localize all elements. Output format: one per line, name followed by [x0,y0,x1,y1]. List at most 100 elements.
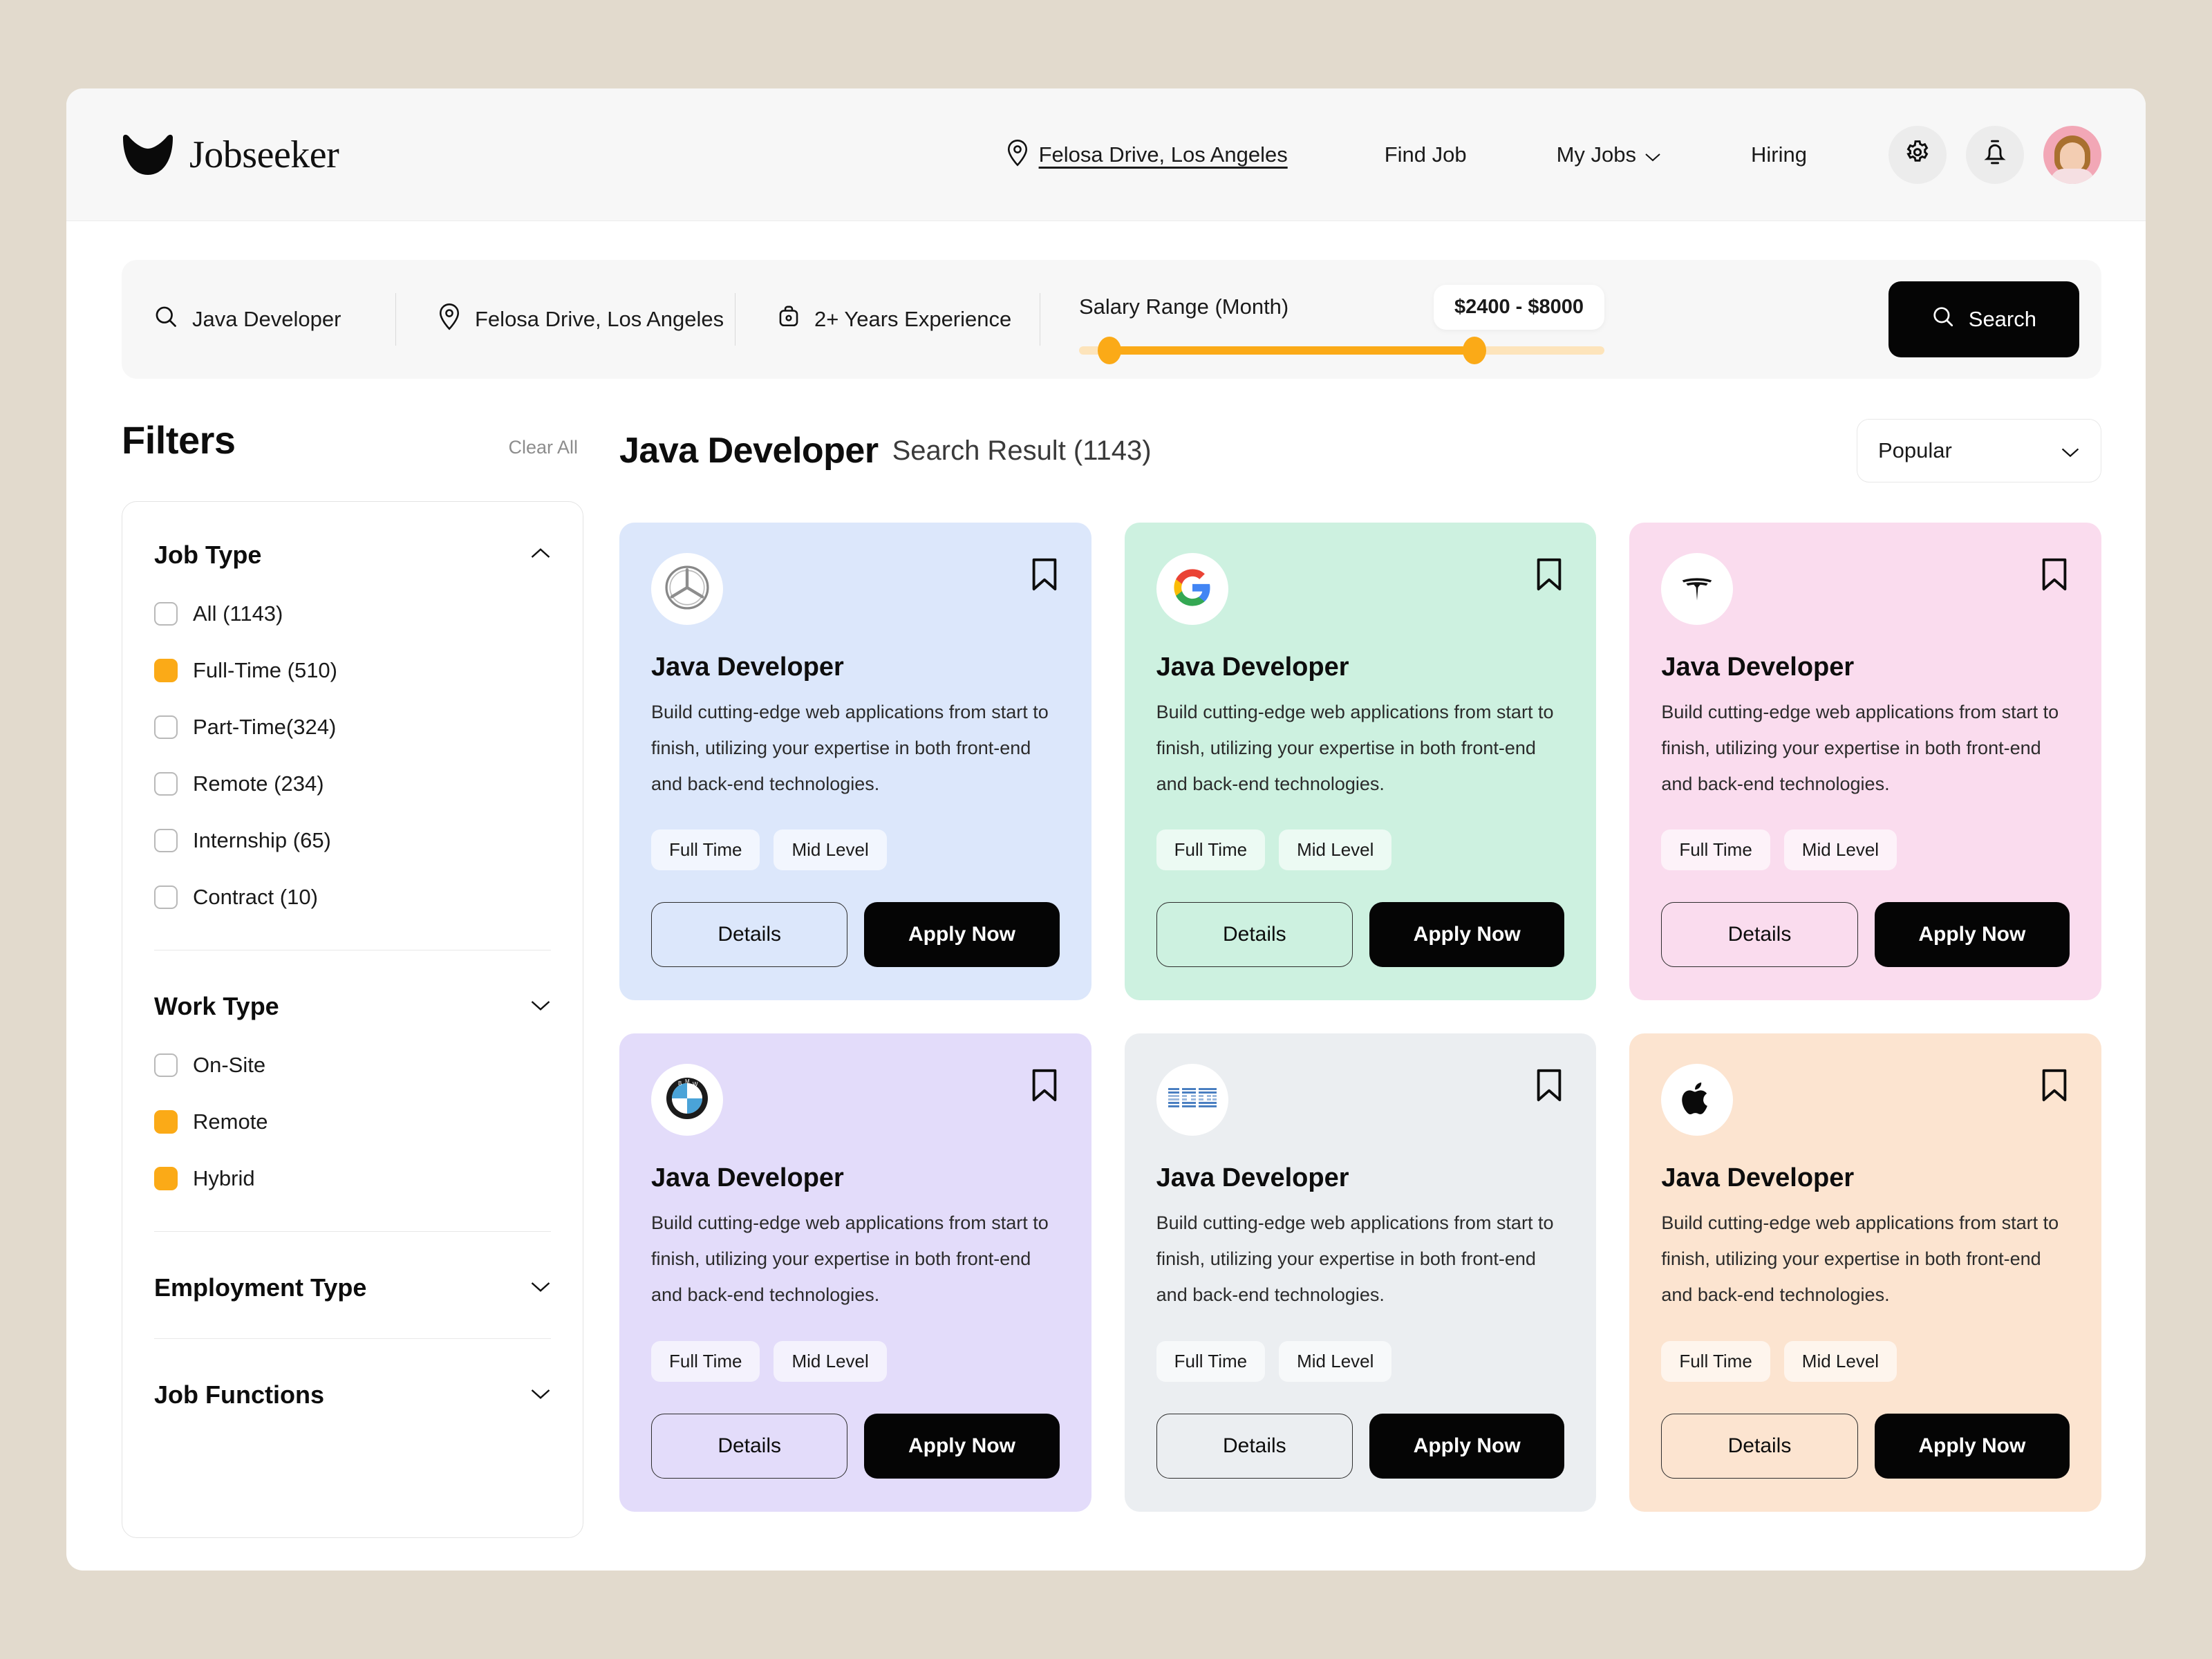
sort-dropdown[interactable]: Popular [1857,419,2101,482]
brand-name: Jobseeker [189,133,339,176]
filter-option-contract[interactable]: Contract (10) [154,885,551,910]
checkbox[interactable] [154,1053,178,1077]
filter-option-full-time[interactable]: Full-Time (510) [154,658,551,683]
checkbox[interactable] [154,885,178,909]
job-card[interactable]: B M W Java Developer [619,1033,1091,1512]
chevron-down-icon[interactable] [530,1280,551,1296]
job-card[interactable]: Java Developer Build cutting-edge web ap… [1629,1033,2101,1512]
job-card[interactable]: Java Developer Build cutting-edge web ap… [619,523,1091,1001]
search-button-label: Search [1968,307,2036,331]
salary-slider-fill [1116,346,1479,355]
filter-group-employment-type[interactable]: Employment Type [154,1265,551,1302]
apply-now-button[interactable]: Apply Now [1369,1413,1565,1479]
filter-option-internship[interactable]: Internship (65) [154,828,551,853]
job-card[interactable]: Java Developer Build cutting-edge web ap… [1629,523,2101,1001]
filter-option-remote[interactable]: Remote (234) [154,771,551,796]
bookmark-icon[interactable] [1534,557,1564,595]
search-button[interactable]: Search [1888,281,2079,357]
chevron-down-icon[interactable] [530,1387,551,1403]
company-logo [651,553,723,625]
checkbox[interactable] [154,1167,178,1190]
apply-now-button[interactable]: Apply Now [1874,1413,2070,1479]
chevron-up-icon[interactable] [530,547,551,563]
app-window: Jobseeker Felosa Drive, Los Angeles Find… [66,88,2146,1571]
checkbox[interactable] [154,659,178,682]
nav-my-jobs[interactable]: My Jobs [1557,142,1661,167]
clear-all-button[interactable]: Clear All [508,437,578,458]
avatar-body [2050,168,2094,184]
details-button[interactable]: Details [1661,902,1858,968]
salary-slider-track[interactable] [1079,336,1604,364]
header-location[interactable]: Felosa Drive, Los Angeles [1006,139,1288,170]
filter-option-work-remote[interactable]: Remote [154,1109,551,1134]
details-button[interactable]: Details [1156,902,1353,968]
job-tags: Full Time Mid Level [1156,830,1565,871]
bookmark-icon[interactable] [1534,1068,1564,1106]
gear-icon [1903,138,1932,171]
job-description: Build cutting-edge web applications from… [1661,702,2059,794]
apply-now-button[interactable]: Apply Now [1874,902,2070,968]
filter-option-part-time[interactable]: Part-Time(324) [154,715,551,740]
checkbox[interactable] [154,772,178,796]
checkbox[interactable] [154,602,178,626]
salary-range-filter[interactable]: Salary Range (Month) $2400 - $8000 [1079,284,1604,364]
filters-title: Filters [122,418,236,462]
search-experience-input[interactable]: 2+ Years Experience [777,303,1040,335]
settings-button[interactable] [1888,125,1947,184]
notifications-button[interactable] [1966,125,2024,184]
sort-dropdown-value: Popular [1878,438,1952,462]
brand-logo[interactable]: Jobseeker [122,133,339,177]
job-title: Java Developer [1156,653,1349,682]
header-location-label: Felosa Drive, Los Angeles [1038,142,1288,167]
nav-find-job[interactable]: Find Job [1385,142,1467,167]
job-tag: Full Time [1156,830,1266,871]
job-description: Build cutting-edge web applications from… [1156,1212,1554,1306]
job-description: Build cutting-edge web applications from… [1156,702,1554,794]
bookmark-icon[interactable] [1029,1068,1060,1106]
salary-slider-handle-max[interactable] [1462,336,1486,364]
filter-group-work-type[interactable]: Work Type [154,984,551,1021]
apply-now-button[interactable]: Apply Now [864,1413,1060,1479]
apply-now-button[interactable]: Apply Now [864,902,1060,968]
location-pin-icon [438,303,461,336]
job-tag: Full Time [1661,1340,1770,1382]
job-actions: Details Apply Now [651,1413,1060,1479]
search-experience-value: 2+ Years Experience [814,307,1012,331]
filter-option-all[interactable]: All (1143) [154,601,551,626]
filter-option-on-site[interactable]: On-Site [154,1053,551,1078]
search-keyword-input[interactable]: Java Developer [153,304,395,335]
filter-group-job-functions[interactable]: Job Functions [154,1372,551,1409]
search-location-input[interactable]: Felosa Drive, Los Angeles [438,303,735,336]
job-title: Java Developer [1661,653,1855,682]
apply-now-button[interactable]: Apply Now [1369,902,1565,968]
details-button[interactable]: Details [1661,1413,1858,1479]
user-avatar[interactable] [2043,125,2101,184]
filter-group-job-type[interactable]: Job Type [154,532,551,570]
google-logo-icon [1172,568,1212,611]
svg-text:M: M [685,1078,690,1085]
job-description: Build cutting-edge web applications from… [1661,1212,2059,1306]
chevron-down-icon[interactable] [530,999,551,1015]
checkbox[interactable] [154,715,178,739]
jobseeker-logo-icon [122,133,174,176]
job-card[interactable]: Java Developer Build cutting-edge web ap… [1124,523,1597,1001]
details-button[interactable]: Details [651,902,848,968]
details-button[interactable]: Details [1156,1413,1353,1479]
details-button[interactable]: Details [651,1413,848,1479]
nav-my-jobs-label: My Jobs [1556,142,1637,167]
checkbox[interactable] [154,1110,178,1134]
filter-group-job-type-title: Job Type [154,541,262,569]
salary-slider-handle-min[interactable] [1097,336,1121,364]
bookmark-icon[interactable] [2039,557,2070,595]
nav-hiring[interactable]: Hiring [1751,142,1807,167]
job-card[interactable]: Java Developer Build cutting-edge web ap… [1124,1033,1597,1512]
search-icon [1931,305,1955,334]
main-nav: Felosa Drive, Los Angeles Find Job My Jo… [1006,125,2101,184]
filter-option-hybrid[interactable]: Hybrid [154,1166,551,1191]
bookmark-icon[interactable] [2039,1068,2070,1106]
job-tags: Full Time Mid Level [651,1340,1060,1382]
bookmark-icon[interactable] [1029,557,1060,595]
search-keyword-value: Java Developer [192,307,341,331]
job-actions: Details Apply Now [1156,902,1565,968]
checkbox[interactable] [154,829,178,852]
